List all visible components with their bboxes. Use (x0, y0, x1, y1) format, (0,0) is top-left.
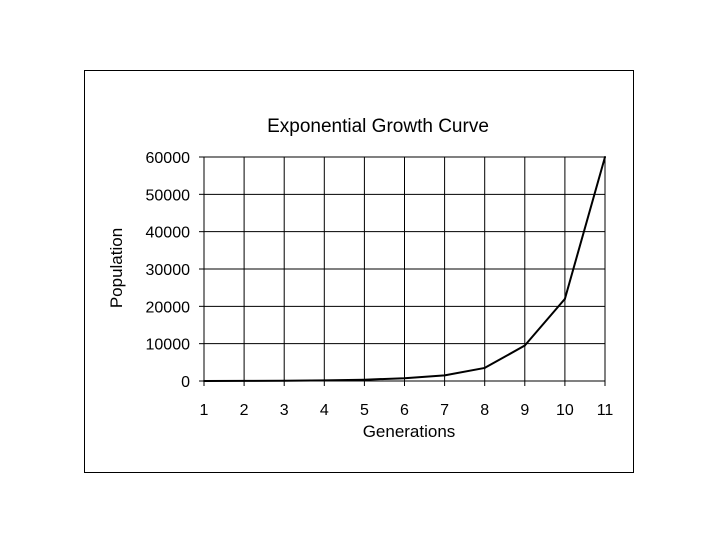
x-tick-label: 1 (200, 402, 209, 419)
x-tick-label: 4 (320, 402, 329, 419)
x-tick-label: 6 (400, 402, 409, 419)
x-axis-title: Generations (363, 422, 456, 441)
y-axis-title: Population (107, 228, 126, 308)
y-tick-label: 20000 (146, 299, 191, 316)
y-tick-label: 30000 (146, 262, 191, 279)
x-tick-label: 10 (556, 402, 574, 419)
y-tick-label: 40000 (146, 225, 191, 242)
x-tick-label: 11 (597, 402, 614, 419)
chart-frame: Exponential Growth Curve Population Gene… (84, 70, 634, 473)
x-tick-label: 7 (440, 402, 449, 419)
y-tick-label: 10000 (146, 337, 191, 354)
plot-area-border (203, 156, 606, 382)
data-point (363, 378, 366, 381)
data-point (443, 374, 446, 377)
gridlines (203, 156, 606, 382)
x-tick-label: 8 (480, 402, 489, 419)
data-point (483, 366, 486, 369)
y-tick-label: 0 (181, 374, 190, 391)
x-tick-label: 9 (520, 402, 529, 419)
data-point (403, 377, 406, 380)
y-tick-label: 50000 (146, 187, 191, 204)
tick-labels: 0 10000 20000 30000 40000 50000 60000 1 2 3 4 5 6 7 8 9… (146, 150, 614, 419)
chart-title: Exponential Growth Curve (267, 116, 489, 137)
y-tick-label: 60000 (146, 150, 191, 167)
data-point (523, 344, 526, 347)
data-point (563, 297, 566, 300)
x-tick-label: 2 (240, 402, 249, 419)
x-tick-label: 3 (280, 402, 289, 419)
x-tick-label: 5 (360, 402, 369, 419)
